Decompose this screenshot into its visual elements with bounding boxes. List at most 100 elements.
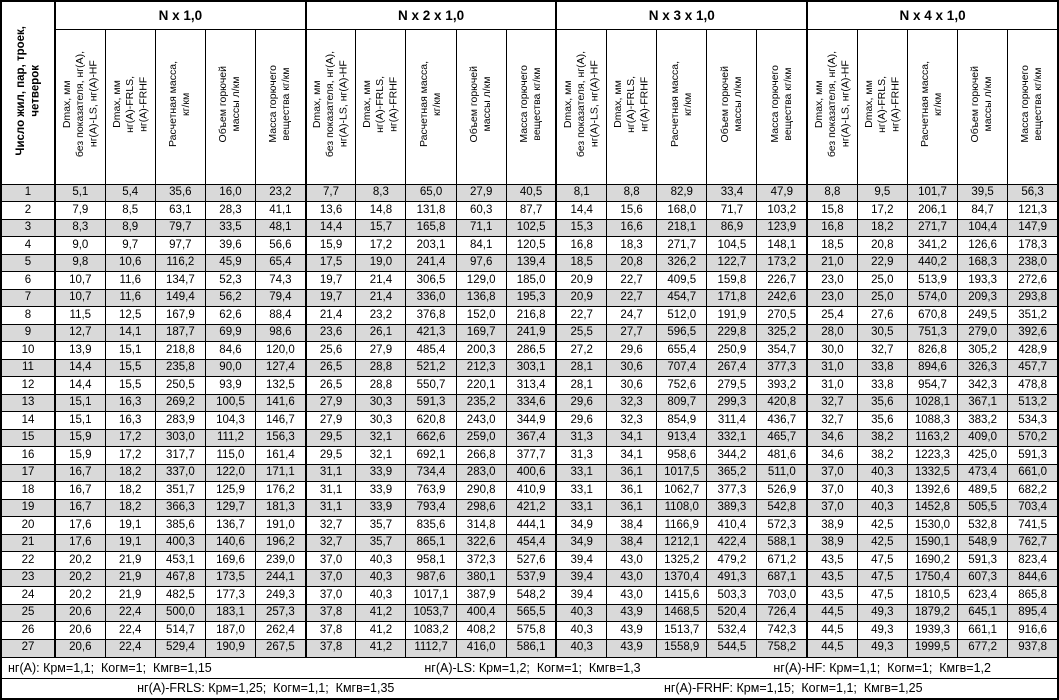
data-cell: 171,1 xyxy=(255,463,307,483)
data-cell: 121,3 xyxy=(1007,201,1059,220)
group-header-nx4: N x 4 x 1,0 xyxy=(806,0,1059,30)
data-cell: 15,9 xyxy=(304,236,357,255)
data-cell: 303,1 xyxy=(505,358,557,378)
data-cell: 376,8 xyxy=(405,306,457,325)
row-number-cell: 25 xyxy=(0,603,56,623)
data-cell: 478,8 xyxy=(1007,376,1059,395)
data-cell: 454,4 xyxy=(505,533,557,553)
data-cell: 147,9 xyxy=(1007,218,1059,238)
data-cell: 9,0 xyxy=(53,236,106,255)
data-cell: 49,3 xyxy=(856,603,908,623)
table-row: 10 13,9 15,1 218,8 84,6 120,0 25,6 27,9 485,4 200… xyxy=(0,341,1059,360)
data-cell: 262,4 xyxy=(255,621,307,640)
table-row: 20 17,6 19,1 385,6 136,7 191,0 32,7 35,7 835,6 31… xyxy=(0,516,1059,535)
data-cell: 1108,0 xyxy=(656,498,708,518)
data-cell: 25,5 xyxy=(555,323,608,343)
data-cell: 28,1 xyxy=(555,358,608,378)
data-cell: 206,1 xyxy=(906,201,959,220)
data-cell: 38,2 xyxy=(856,446,908,465)
data-cell: 127,4 xyxy=(255,358,307,378)
data-cell: 570,2 xyxy=(1007,428,1059,448)
data-cell: 793,4 xyxy=(405,498,457,518)
data-cell: 1415,6 xyxy=(656,586,708,605)
data-cell: 513,9 xyxy=(906,271,959,290)
data-cell: 30,3 xyxy=(355,411,407,430)
data-cell: 591,3 xyxy=(1007,446,1059,465)
data-cell: 20,9 xyxy=(555,271,608,290)
row-number-cell: 27 xyxy=(0,638,56,658)
data-cell: 44,5 xyxy=(806,638,858,658)
data-cell: 351,7 xyxy=(154,481,206,500)
data-cell: 266,8 xyxy=(455,446,507,465)
data-cell: 1163,2 xyxy=(906,428,959,448)
data-cell: 322,6 xyxy=(455,533,507,553)
data-cell: 84,1 xyxy=(455,236,507,255)
data-cell: 21,9 xyxy=(104,568,156,588)
data-cell: 25,0 xyxy=(856,288,908,308)
data-cell: 542,8 xyxy=(756,498,808,518)
column-header-g3-c3: Расчетная масса, кг/км xyxy=(656,28,708,185)
data-cell: 529,4 xyxy=(154,638,206,658)
data-cell: 37,0 xyxy=(304,568,357,588)
data-cell: 31,3 xyxy=(555,428,608,448)
data-cell: 548,9 xyxy=(957,533,1009,553)
column-header-g1-c3: Расчетная масса, кг/км xyxy=(154,28,206,185)
data-cell: 129,7 xyxy=(204,498,257,518)
data-cell: 514,7 xyxy=(154,621,206,640)
data-cell: 16,7 xyxy=(53,481,106,500)
data-cell: 29,6 xyxy=(555,411,608,430)
row-number-cell: 12 xyxy=(0,376,56,395)
data-cell: 37,0 xyxy=(304,586,357,605)
data-cell: 218,8 xyxy=(154,341,206,360)
table-row: 11 14,4 15,5 235,8 90,0 127,4 26,5 28,8 521,2 212… xyxy=(0,358,1059,378)
data-cell: 482,5 xyxy=(154,586,206,605)
data-cell: 38,9 xyxy=(806,533,858,553)
data-cell: 41,2 xyxy=(355,603,407,623)
data-cell: 102,5 xyxy=(505,218,557,238)
data-cell: 40,3 xyxy=(856,481,908,500)
data-cell: 270,5 xyxy=(756,306,808,325)
data-cell: 37,8 xyxy=(304,621,357,640)
data-cell: 126,6 xyxy=(957,236,1009,255)
data-cell: 15,5 xyxy=(104,376,156,395)
data-cell: 326,2 xyxy=(656,253,708,273)
data-cell: 421,3 xyxy=(405,323,457,343)
data-cell: 392,6 xyxy=(1007,323,1059,343)
data-cell: 344,2 xyxy=(706,446,758,465)
data-cell: 444,1 xyxy=(505,516,557,535)
data-cell: 24,7 xyxy=(606,306,658,325)
data-cell: 21,9 xyxy=(104,586,156,605)
data-cell: 17,2 xyxy=(856,201,908,220)
data-cell: 662,6 xyxy=(405,428,457,448)
data-cell: 987,6 xyxy=(405,568,457,588)
data-cell: 290,8 xyxy=(455,481,507,500)
data-cell: 655,4 xyxy=(656,341,708,360)
data-cell: 29,6 xyxy=(606,341,658,360)
footer-coeff-ngA: нг(А): Крм=1,1; Когм=1; Кмгв=1,15 xyxy=(8,660,212,675)
data-cell: 161,4 xyxy=(255,446,307,465)
column-header-g2-c4: Объем горючей массы л/км xyxy=(455,28,507,185)
table-row: 13 15,1 16,3 269,2 100,5 141,6 27,9 30,3 591,3 23… xyxy=(0,393,1059,413)
data-cell: 742,3 xyxy=(756,621,808,640)
data-cell: 548,2 xyxy=(505,586,557,605)
data-cell: 31,1 xyxy=(304,498,357,518)
data-cell: 527,6 xyxy=(505,551,557,570)
column-header-g4-c5: Масса горючего вещества кг/км xyxy=(1007,28,1059,185)
data-cell: 20,2 xyxy=(53,586,106,605)
data-cell: 565,5 xyxy=(505,603,557,623)
column-header-label: Масса горючего вещества кг/км xyxy=(1019,65,1045,143)
data-cell: 835,6 xyxy=(405,516,457,535)
data-cell: 865,8 xyxy=(1007,586,1059,605)
data-cell: 43,9 xyxy=(606,638,658,658)
footer-coeff-ngA-FRLS: нг(А)-FRLS: Крм=1,25; Когм=1,1; Кмгв=1,3… xyxy=(137,681,395,696)
data-cell: 29,6 xyxy=(555,393,608,413)
data-cell: 15,6 xyxy=(606,201,658,220)
data-cell: 148,1 xyxy=(756,236,808,255)
data-cell: 196,2 xyxy=(255,533,307,553)
data-cell: 16,3 xyxy=(104,393,156,413)
data-cell: 400,3 xyxy=(154,533,206,553)
data-cell: 20,6 xyxy=(53,603,106,623)
data-cell: 436,7 xyxy=(756,411,808,430)
data-cell: 15,1 xyxy=(53,393,106,413)
data-cell: 242,6 xyxy=(756,288,808,308)
